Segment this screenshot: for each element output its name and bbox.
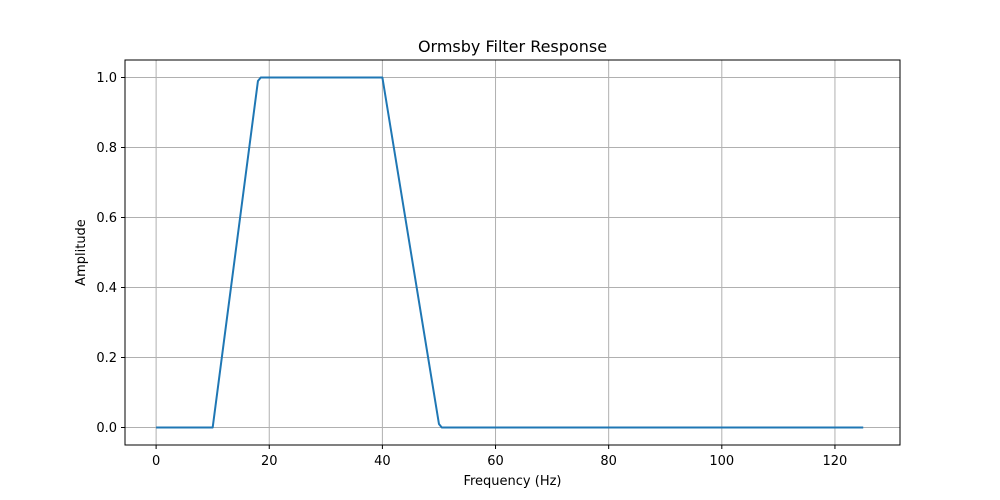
y-tick-label: 1.0 — [96, 71, 117, 86]
plot-frame — [124, 59, 901, 446]
x-tick-label: 120 — [823, 454, 848, 469]
y-tick-label: 0.0 — [96, 421, 117, 436]
x-tick-label: 20 — [261, 454, 278, 469]
y-tick-label: 0.4 — [96, 281, 117, 296]
y-tick-label: 0.8 — [96, 141, 117, 156]
y-tick-label: 0.6 — [96, 211, 117, 226]
x-tick-label: 40 — [374, 454, 391, 469]
x-axis-label: Frequency (Hz) — [463, 474, 561, 489]
series-layer — [156, 76, 864, 429]
y-tick-label: 0.2 — [96, 351, 117, 366]
y-axis-label: Amplitude — [74, 219, 89, 286]
series-line — [156, 76, 864, 429]
x-tick-label: 0 — [152, 454, 160, 469]
chart-title: Ormsby Filter Response — [418, 37, 607, 56]
grid — [125, 60, 900, 445]
x-tick-label: 60 — [487, 454, 504, 469]
ticks: 0 20 40 60 80 100 120 0.0 0.2 0.4 0.6 0.8 1.0 — [96, 71, 847, 469]
x-tick-label: 80 — [600, 454, 617, 469]
x-tick-label: 100 — [709, 454, 734, 469]
